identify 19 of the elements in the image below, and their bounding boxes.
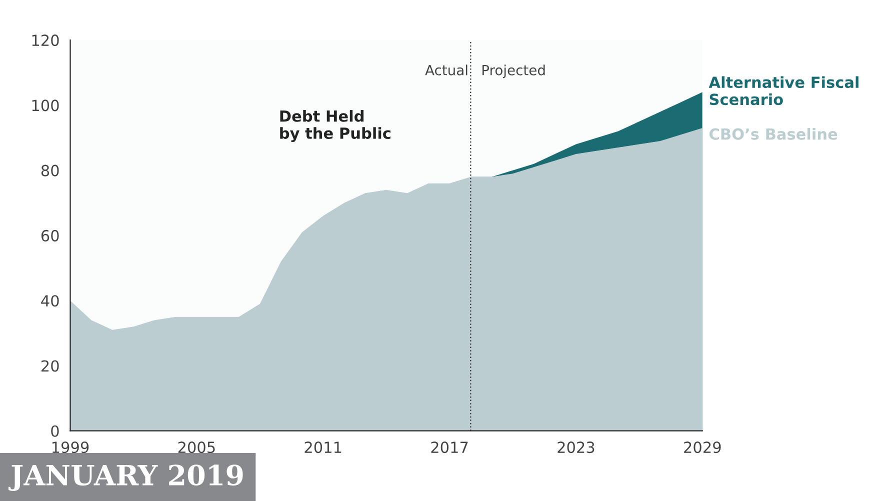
y-tick-label: 40	[41, 295, 59, 307]
annotation: Projected	[482, 64, 545, 78]
x-tick-label: 2011	[304, 442, 342, 454]
x-tick-label: 2023	[558, 442, 594, 454]
x-tick-label: 2005	[178, 442, 215, 454]
y-tick-label: 20	[42, 360, 59, 372]
x-tick-label: 1999	[52, 442, 89, 454]
x-tick-label: 2029	[684, 442, 721, 454]
y-tick-label: 100	[32, 100, 59, 112]
y-tick-label: 80	[41, 164, 59, 176]
annotation: Debt Held by the Public	[280, 110, 390, 142]
y-tick-label: 0	[51, 425, 59, 437]
annotation: Actual	[425, 64, 468, 76]
text: JANUARY 2019	[8, 464, 243, 491]
y-tick-label: 60	[41, 230, 59, 242]
y-tick-label: 120	[32, 34, 59, 46]
x-tick-label: 2017	[431, 442, 468, 454]
series-label: Alternative Fiscal Scenario	[708, 76, 858, 106]
series-label: CBO’s Baseline	[709, 128, 838, 140]
